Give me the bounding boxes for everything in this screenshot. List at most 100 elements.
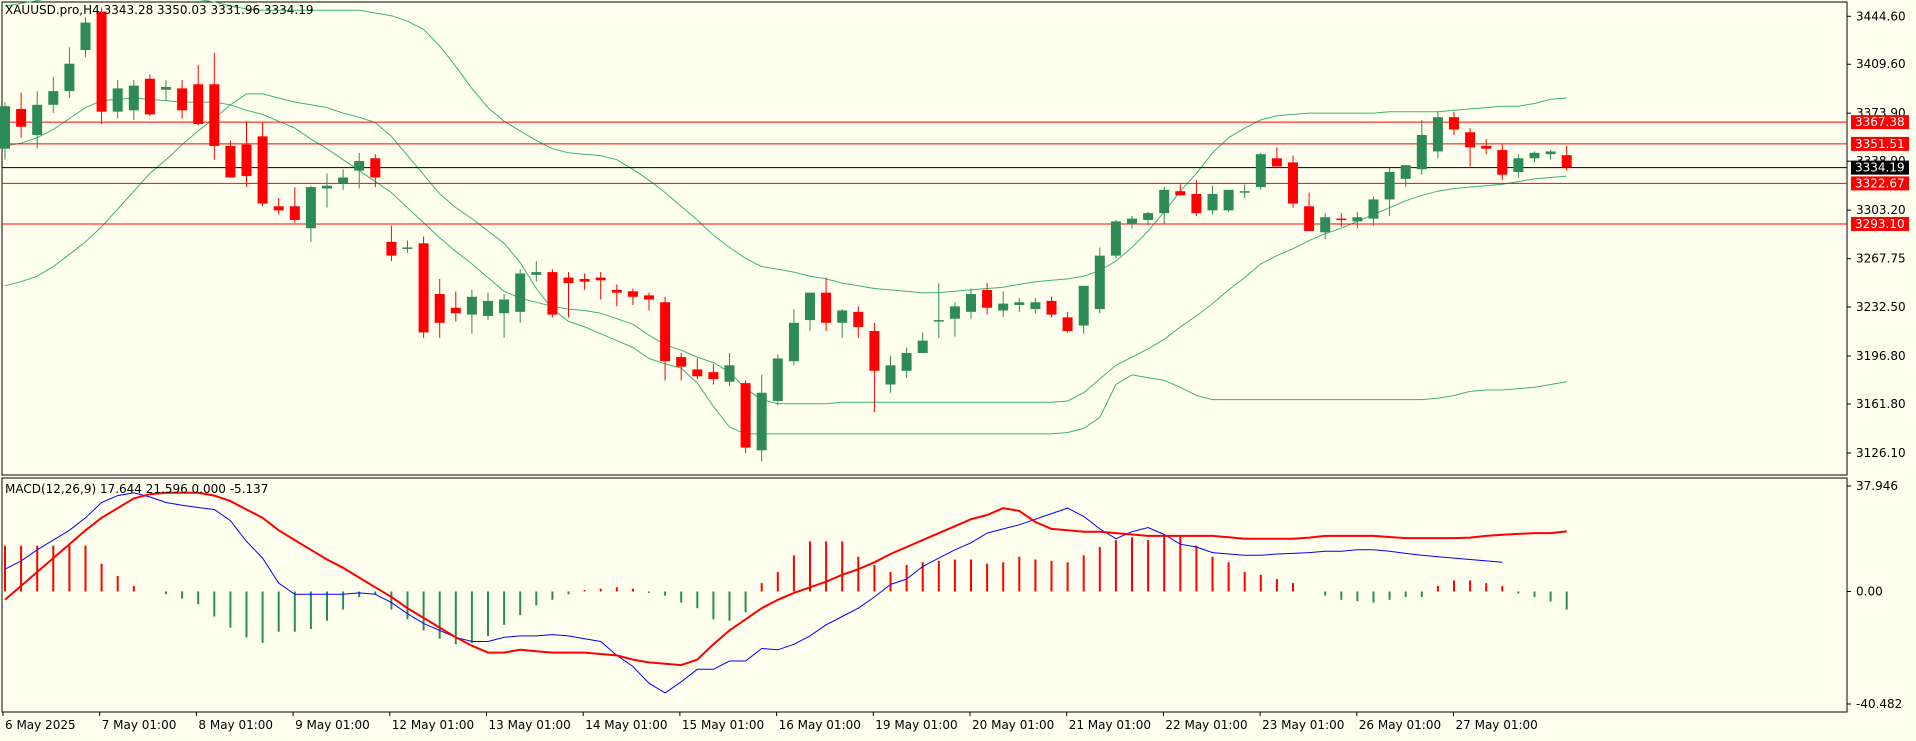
candle-body: [1352, 217, 1363, 222]
candle-body: [998, 303, 1009, 311]
candle-body: [128, 85, 139, 111]
candle-body: [692, 369, 703, 377]
level-badge: [1851, 176, 1909, 191]
level-badge: [1851, 115, 1909, 130]
time-axis-tick-label: 14 May 01:00: [585, 718, 667, 732]
price-axis-tick-label: 3126.10: [1856, 446, 1906, 460]
candle-body: [241, 144, 252, 177]
candle-body: [1078, 285, 1089, 326]
candle-body: [756, 392, 767, 451]
candle-body: [837, 310, 848, 323]
candle-body: [434, 294, 445, 323]
candle-body: [1207, 193, 1218, 211]
candle-body: [853, 311, 864, 327]
candle-body: [595, 277, 606, 281]
candle-body: [1127, 218, 1137, 225]
candle-body: [370, 158, 381, 178]
level-badge-label: 3322.67: [1855, 176, 1905, 190]
candle-body: [1432, 117, 1443, 152]
time-axis-tick-label: 27 May 01:00: [1456, 718, 1538, 732]
macd-axis-tick-label: 0.00: [1856, 584, 1883, 598]
level-badge: [1851, 216, 1909, 231]
candle-body: [966, 294, 976, 312]
candle-body: [177, 88, 188, 111]
candle-body: [161, 87, 171, 90]
price-axis-tick-label: 3196.80: [1856, 349, 1906, 363]
candle-body: [1384, 172, 1395, 200]
time-axis-tick-label: 12 May 01:00: [392, 718, 474, 732]
price-axis-tick-label: 3444.60: [1856, 9, 1906, 23]
candle-body: [547, 272, 558, 315]
candle-body: [483, 300, 493, 316]
candle-body: [112, 88, 123, 112]
price-axis-tick-label: 3232.50: [1856, 300, 1906, 314]
candle-body: [338, 177, 349, 183]
candle-body: [1545, 151, 1556, 155]
candle-body: [257, 136, 268, 204]
candle-body: [627, 291, 638, 297]
time-axis-tick-label: 9 May 01:00: [295, 718, 370, 732]
candle-body: [450, 307, 461, 314]
price-axis-tick-label: 3267.75: [1856, 252, 1906, 266]
candle-body: [1175, 191, 1186, 196]
time-axis-tick-label: 22 May 01:00: [1165, 718, 1247, 732]
candle-body: [901, 352, 912, 371]
candle-body: [0, 106, 10, 149]
candle-body: [740, 383, 751, 448]
candle-body: [289, 206, 300, 220]
candle-body: [788, 322, 799, 362]
candle-body: [1014, 302, 1025, 305]
time-axis-tick-label: 13 May 01:00: [489, 718, 571, 732]
bollinger-upper-line: [4, 0, 1567, 294]
candle-body: [1159, 189, 1170, 214]
candle-body: [1336, 218, 1347, 221]
candle-body: [1497, 150, 1508, 175]
candle-body: [885, 365, 896, 385]
time-axis-tick-label: 6 May 2025: [5, 718, 76, 732]
candle-body: [982, 289, 993, 308]
candle-body: [933, 320, 944, 322]
macd-signal-line: [4, 491, 1567, 667]
candle-body: [209, 84, 220, 146]
candle-body: [1143, 213, 1154, 220]
candle-body: [322, 185, 332, 189]
candle-body: [402, 247, 413, 249]
candle-body: [869, 331, 880, 371]
candle-body: [1304, 206, 1315, 231]
candle-body: [1191, 193, 1202, 214]
candle-body: [1288, 162, 1298, 204]
candle-body: [1416, 134, 1427, 170]
candle-body: [193, 84, 204, 125]
price-axis-tick-label: 3161.80: [1856, 397, 1906, 411]
candle-body: [949, 306, 960, 319]
price-axis-tick-label: 3303.20: [1856, 203, 1906, 217]
candle-body: [805, 292, 815, 321]
macd-axis-tick-label: 37.946: [1856, 479, 1898, 493]
macd-line: [4, 492, 1503, 694]
symbol-ohlc-label: XAUUSD.pro,H4 3343.28 3350.03 3331.96 33…: [5, 3, 314, 17]
price-axis-tick-label: 3409.60: [1856, 57, 1906, 71]
macd-axis-tick-label: -40.482: [1856, 697, 1902, 711]
candle-body: [1271, 158, 1282, 167]
candle-body: [579, 278, 590, 282]
price-pane-frame: [1, 1, 1848, 476]
level-badge-label: 3367.38: [1855, 115, 1905, 129]
candle-body: [16, 108, 27, 127]
candle-body: [96, 11, 107, 112]
candle-body: [676, 357, 687, 367]
time-axis-tick-label: 15 May 01:00: [682, 718, 764, 732]
time-axis-tick-label: 19 May 01:00: [875, 718, 957, 732]
time-axis-tick-label: 20 May 01:00: [972, 718, 1054, 732]
candle-body: [1449, 117, 1459, 130]
current-price-badge-label: 3334.19: [1855, 161, 1905, 175]
candle-body: [563, 277, 574, 284]
level-badge-label: 3293.10: [1855, 217, 1905, 231]
candle-body: [611, 289, 622, 293]
candle-body: [305, 187, 316, 229]
current-price-badge: [1851, 160, 1909, 175]
candle-body: [144, 78, 155, 115]
candle-body: [1046, 300, 1057, 315]
time-axis-tick-label: 23 May 01:00: [1262, 718, 1344, 732]
